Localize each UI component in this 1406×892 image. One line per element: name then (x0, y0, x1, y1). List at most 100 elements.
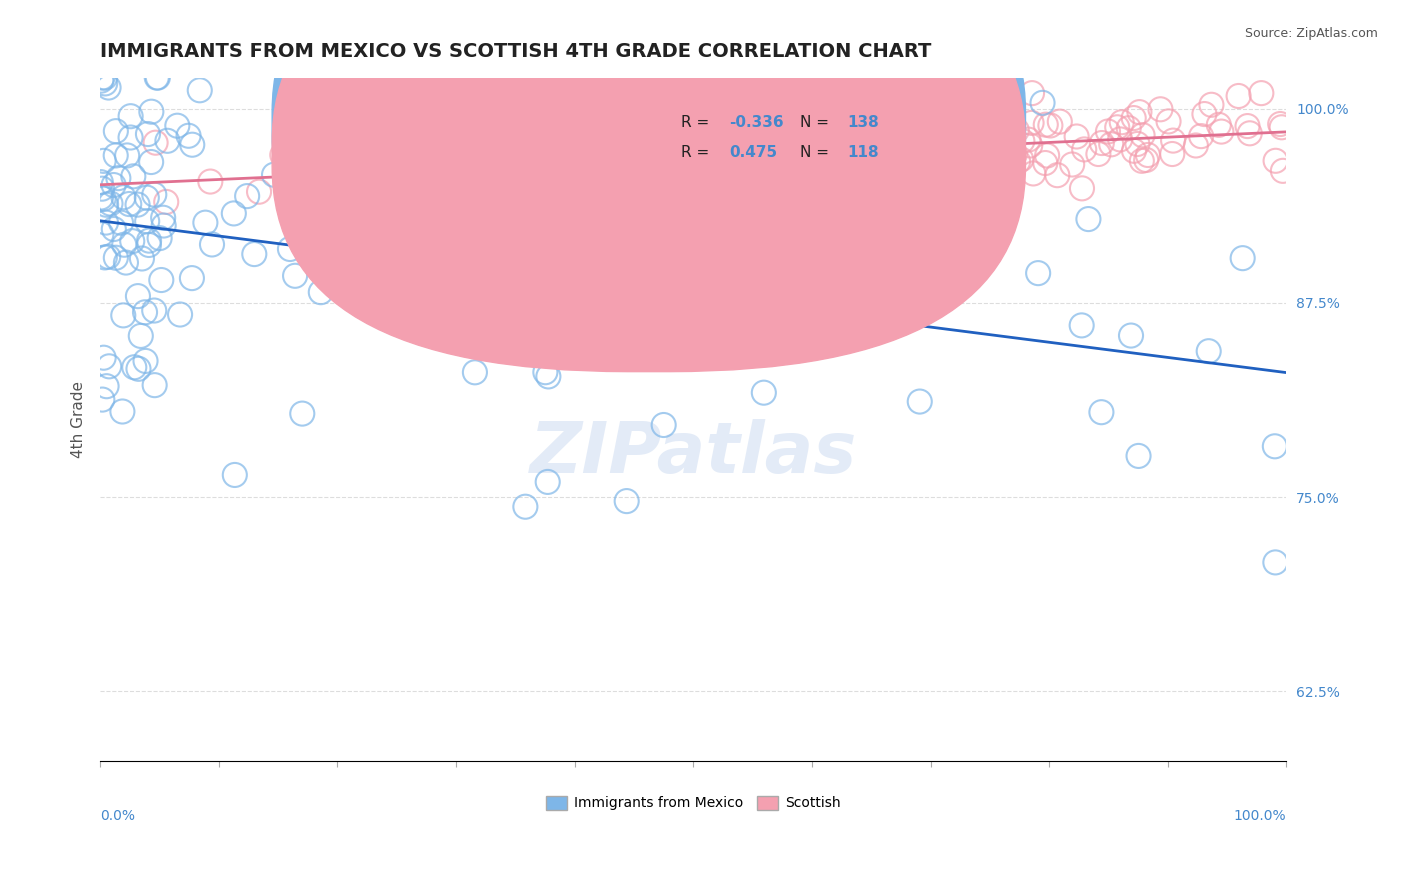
Point (139, 155, 162, 169)
Point (180, 271, 202, 285)
Point (328, 184, 350, 198)
Text: ZIPatlas: ZIPatlas (530, 419, 858, 488)
Point (138, 238, 160, 252)
Point (97, 250, 120, 264)
Point (155, 194, 177, 209)
Point (652, 417, 675, 432)
Point (103, 222, 125, 236)
Point (1004, 146, 1026, 161)
Point (166, 119, 188, 133)
Point (908, 394, 931, 409)
Point (1087, 147, 1109, 161)
Point (1010, 153, 1032, 167)
Point (1119, 328, 1142, 343)
Point (626, 278, 648, 293)
Point (1001, 108, 1024, 122)
Point (755, 211, 778, 225)
Point (568, 297, 591, 311)
Point (1201, 97, 1223, 112)
Point (156, 134, 179, 148)
Point (343, 260, 366, 275)
Point (143, 378, 166, 392)
Point (143, 303, 166, 318)
Point (534, 249, 557, 263)
Point (752, 385, 775, 400)
Point (115, 255, 138, 269)
Point (127, 361, 149, 376)
Point (624, 151, 647, 165)
Point (247, 185, 270, 199)
Point (1126, 136, 1149, 151)
Text: 0.475: 0.475 (728, 145, 778, 161)
Point (152, 219, 174, 233)
Point (429, 264, 451, 278)
Point (122, 169, 145, 184)
Point (974, 161, 997, 175)
Point (529, 326, 551, 341)
Point (557, 316, 579, 330)
Point (200, 175, 222, 189)
Point (111, 404, 134, 418)
Point (146, 70, 169, 85)
Point (960, 112, 983, 126)
Point (959, 133, 981, 147)
Point (112, 309, 135, 323)
Point (884, 166, 907, 180)
Point (1161, 134, 1184, 148)
Point (1022, 166, 1045, 180)
Point (104, 124, 127, 138)
Point (839, 150, 862, 164)
Point (1077, 212, 1099, 227)
Point (93, 153, 115, 168)
Point (997, 123, 1019, 137)
Point (1031, 95, 1053, 110)
Point (110, 216, 132, 230)
Point (755, 147, 778, 161)
Point (534, 175, 557, 189)
Point (464, 365, 486, 379)
Point (1066, 129, 1088, 144)
Point (169, 308, 191, 322)
Point (382, 305, 405, 319)
Point (797, 314, 820, 328)
Point (1128, 105, 1150, 120)
Point (291, 407, 314, 421)
Point (177, 128, 200, 143)
Point (1128, 449, 1150, 463)
Point (129, 329, 152, 343)
Point (243, 247, 266, 261)
Point (90, 227, 112, 242)
Point (135, 354, 157, 368)
Point (94, 70, 117, 85)
Point (91, 392, 114, 407)
Text: N =: N = (800, 145, 834, 161)
Point (558, 313, 581, 327)
Point (444, 147, 467, 161)
Point (236, 189, 259, 203)
Point (1021, 116, 1043, 130)
Point (271, 148, 294, 162)
Point (1264, 153, 1286, 168)
Point (94, 251, 117, 265)
Point (1099, 137, 1122, 152)
Point (96, 379, 118, 393)
Point (484, 194, 506, 209)
Point (534, 365, 557, 379)
Point (188, 83, 211, 97)
Point (194, 216, 217, 230)
Point (678, 151, 700, 165)
Point (1271, 120, 1294, 135)
Point (986, 149, 1008, 163)
Point (1264, 439, 1286, 453)
Point (516, 160, 538, 174)
Point (786, 169, 808, 183)
Point (1185, 138, 1208, 153)
Point (1005, 123, 1028, 137)
Point (1198, 344, 1220, 359)
Legend: Immigrants from Mexico, Scottish: Immigrants from Mexico, Scottish (540, 790, 846, 816)
Point (515, 326, 537, 340)
Point (284, 268, 307, 283)
FancyBboxPatch shape (273, 0, 1025, 372)
Point (980, 139, 1002, 153)
Point (652, 293, 675, 307)
